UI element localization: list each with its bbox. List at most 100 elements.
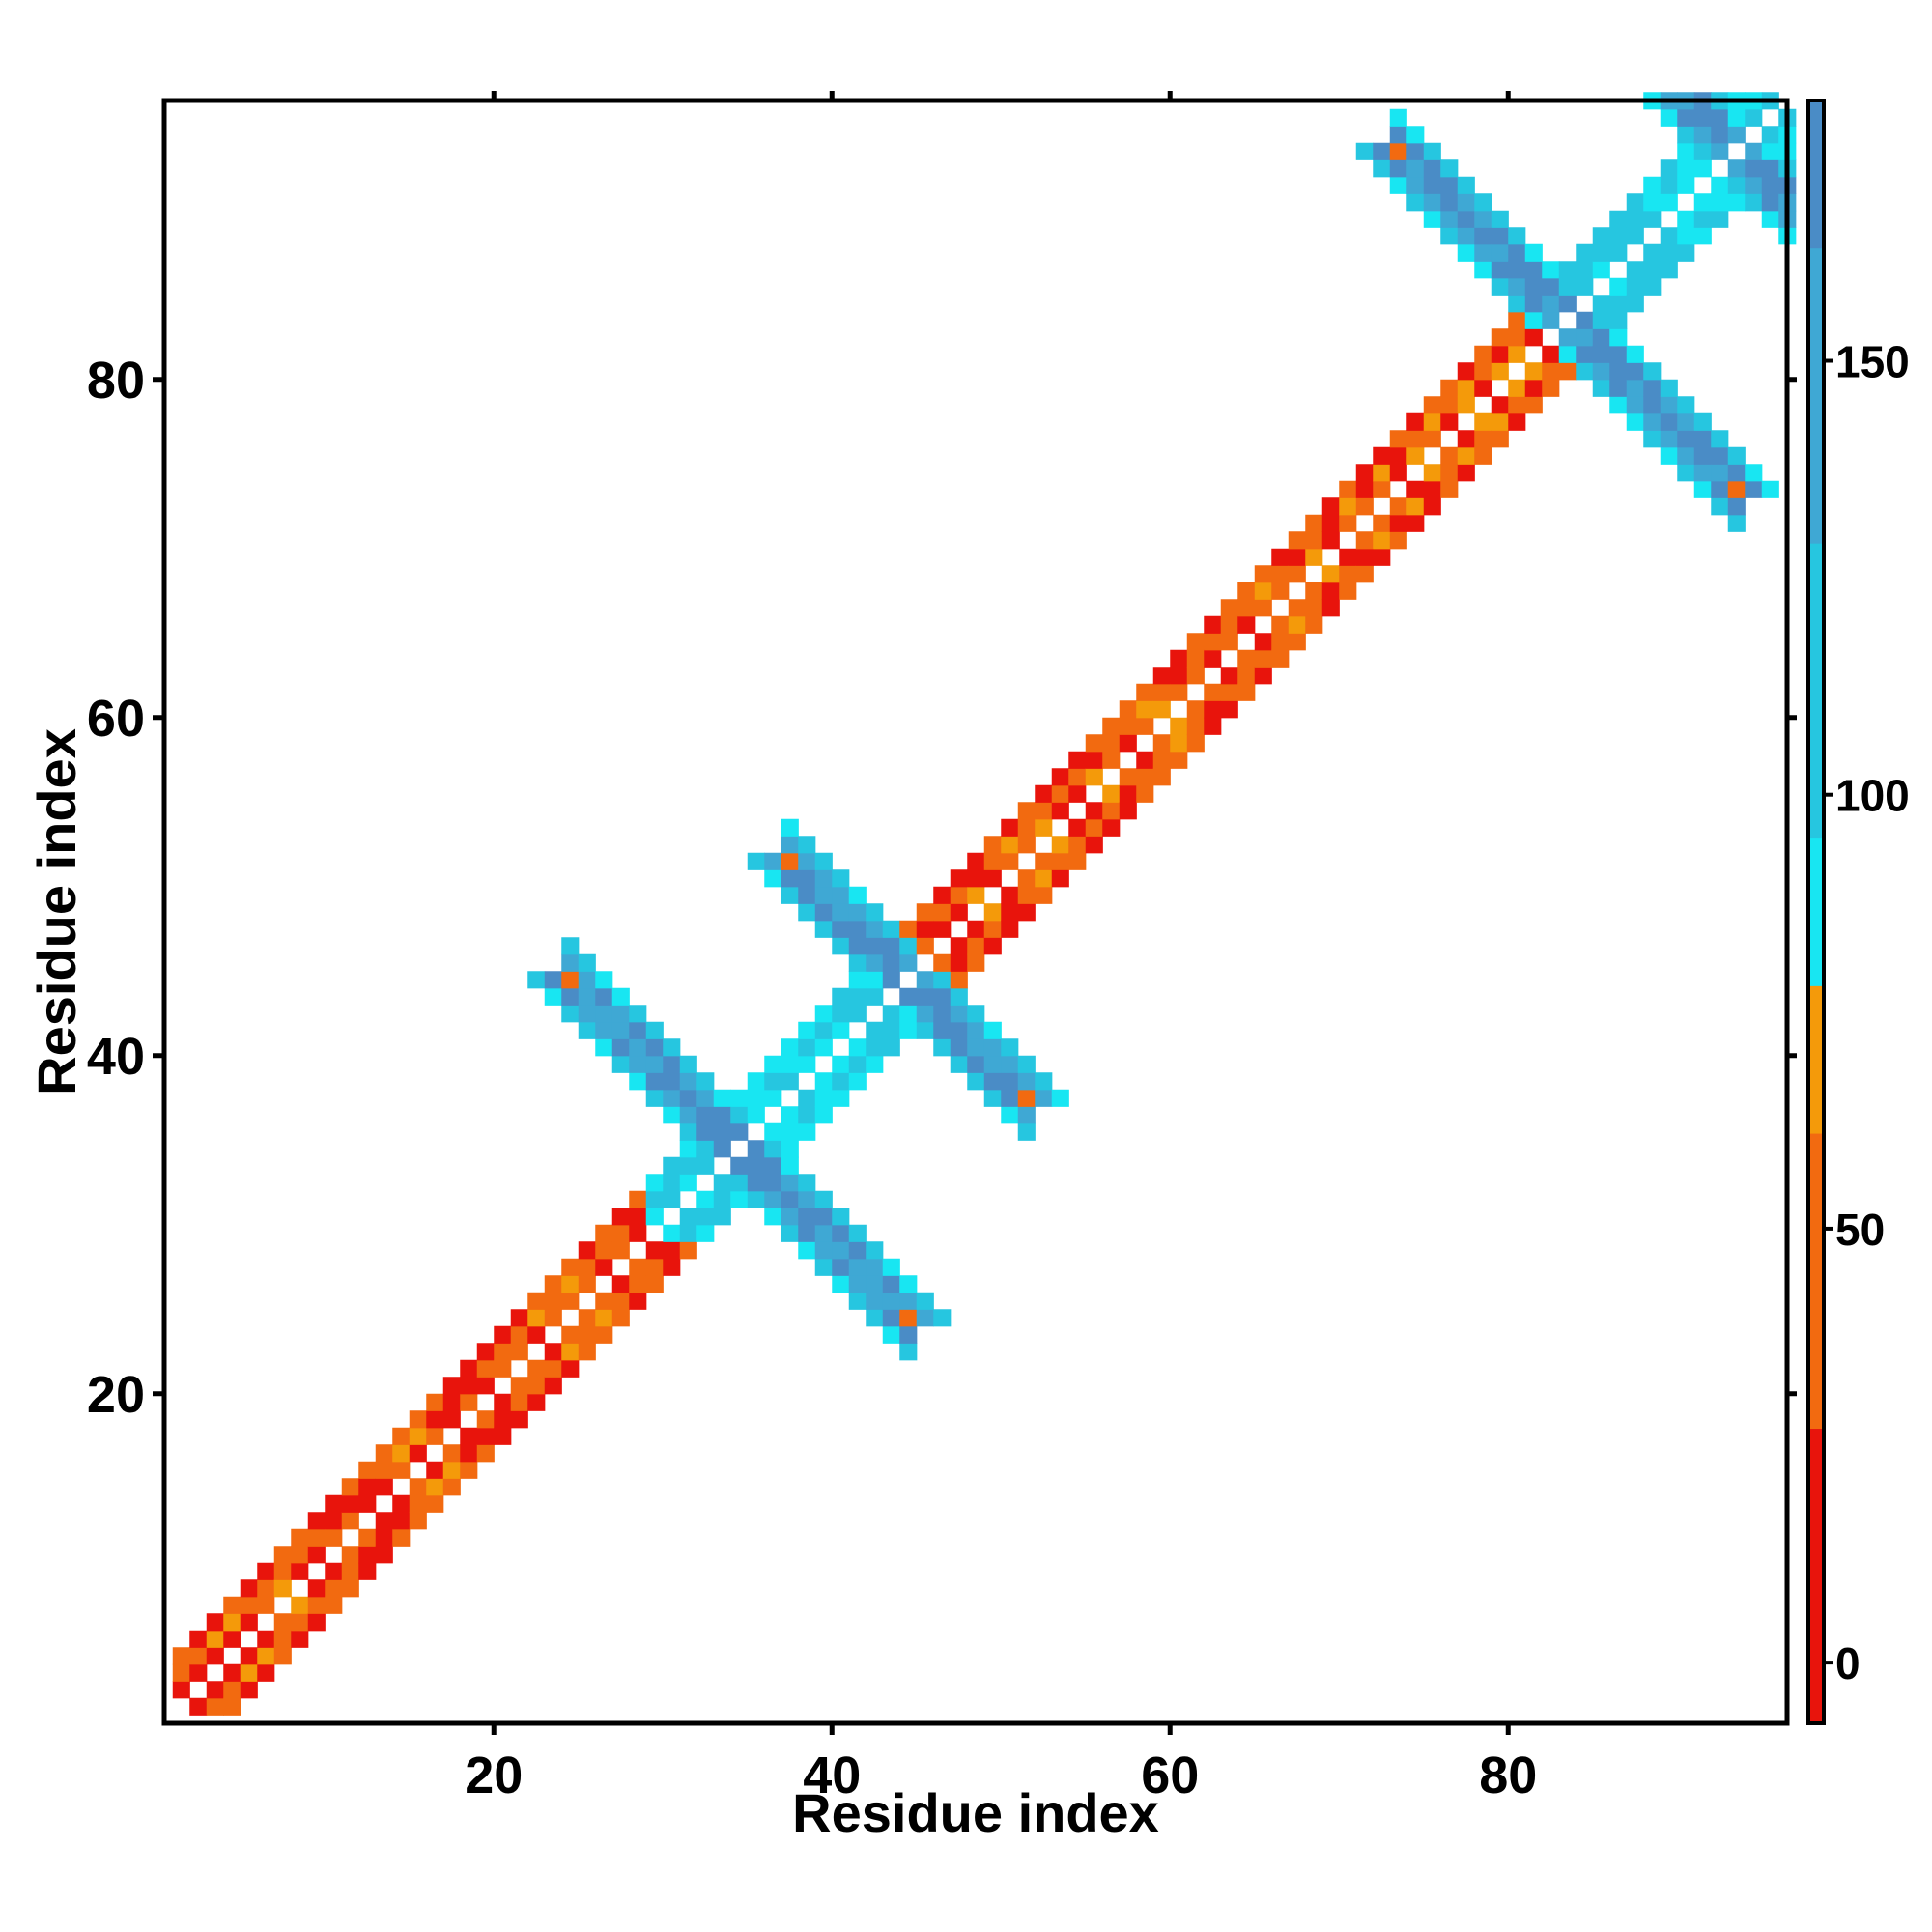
heatmap-cell bbox=[1035, 784, 1053, 803]
heatmap-cell bbox=[882, 920, 900, 938]
heatmap-cell bbox=[1321, 565, 1340, 583]
heatmap-cell bbox=[866, 1292, 884, 1310]
heatmap-cell bbox=[866, 1021, 884, 1039]
heatmap-cell bbox=[578, 1005, 596, 1023]
heatmap-cell bbox=[561, 971, 580, 989]
heatmap-cell bbox=[578, 1275, 596, 1293]
heatmap-cell bbox=[442, 1444, 461, 1463]
heatmap-cell bbox=[1017, 818, 1036, 837]
heatmap-cell bbox=[1727, 464, 1746, 482]
heatmap-cell bbox=[798, 1106, 816, 1124]
heatmap-cell bbox=[1389, 108, 1407, 127]
heatmap-cell bbox=[460, 1377, 478, 1395]
heatmap-cell bbox=[223, 1613, 242, 1632]
heatmap-cell bbox=[983, 836, 1002, 854]
colorbar-tick-label: 100 bbox=[1835, 771, 1910, 821]
heatmap-cell bbox=[1389, 531, 1407, 550]
heatmap-cell bbox=[189, 1697, 208, 1716]
heatmap-cell bbox=[696, 1072, 715, 1091]
heatmap-cell bbox=[189, 1630, 208, 1648]
heatmap-cell bbox=[950, 1055, 968, 1073]
heatmap-cell bbox=[460, 1393, 478, 1411]
heatmap-cell bbox=[341, 1494, 359, 1513]
heatmap-cell bbox=[460, 1444, 478, 1463]
heatmap-cell bbox=[1542, 379, 1560, 397]
heatmap-cell bbox=[814, 1005, 833, 1023]
heatmap-cell bbox=[629, 1055, 647, 1073]
heatmap-cell bbox=[1102, 818, 1121, 837]
colorbar-segment bbox=[1808, 247, 1824, 544]
heatmap-cell bbox=[1457, 430, 1475, 448]
heatmap-cell bbox=[409, 1427, 427, 1445]
heatmap-cell bbox=[1035, 1089, 1053, 1107]
heatmap-cell bbox=[1271, 548, 1290, 566]
heatmap-cell bbox=[544, 971, 562, 989]
heatmap-cell bbox=[882, 1258, 900, 1276]
heatmap-cell bbox=[950, 937, 968, 955]
y-tick-label: 80 bbox=[87, 352, 145, 410]
heatmap-cell bbox=[1288, 548, 1306, 566]
heatmap-cell bbox=[1119, 717, 1137, 735]
heatmap-cell bbox=[1288, 599, 1306, 617]
heatmap-cell bbox=[1305, 548, 1323, 566]
heatmap-cell bbox=[409, 1444, 427, 1463]
heatmap-cell bbox=[899, 1309, 918, 1327]
colorbar-frame bbox=[1806, 99, 1826, 1725]
heatmap-cell bbox=[1609, 227, 1628, 245]
heatmap-cell bbox=[1254, 599, 1272, 617]
heatmap-cell bbox=[1440, 446, 1459, 465]
heatmap-cell bbox=[1389, 126, 1407, 144]
heatmap-cell bbox=[1457, 227, 1475, 245]
heatmap-cell bbox=[781, 1055, 799, 1073]
heatmap-cell bbox=[595, 1309, 613, 1327]
heatmap-cell bbox=[1660, 176, 1678, 194]
heatmap-cell bbox=[1711, 480, 1729, 498]
heatmap-cell bbox=[1373, 446, 1391, 465]
heatmap-cell bbox=[1626, 362, 1644, 381]
heatmap-cell bbox=[257, 1562, 275, 1580]
heatmap-cell bbox=[1609, 277, 1628, 296]
heatmap-cell bbox=[1660, 261, 1678, 279]
heatmap-cell bbox=[1440, 379, 1459, 397]
heatmap-cell bbox=[747, 1072, 765, 1091]
heatmap-cell bbox=[273, 1647, 292, 1665]
heatmap-cell bbox=[1542, 345, 1560, 363]
heatmap-cell bbox=[1321, 497, 1340, 516]
heatmap-cell bbox=[916, 1005, 934, 1023]
heatmap-cell bbox=[1406, 446, 1425, 465]
heatmap-cell bbox=[1373, 548, 1391, 566]
heatmap-cell bbox=[679, 1174, 697, 1192]
heatmap-cell bbox=[1524, 277, 1543, 296]
heatmap-cell bbox=[426, 1393, 444, 1411]
heatmap-cell bbox=[1288, 531, 1306, 550]
heatmap-cell bbox=[341, 1562, 359, 1580]
heatmap-cell bbox=[1339, 497, 1357, 516]
heatmap-cell bbox=[933, 886, 952, 904]
heatmap-cell bbox=[1389, 142, 1407, 160]
heatmap-cell bbox=[510, 1393, 528, 1411]
heatmap-cell bbox=[663, 1241, 681, 1260]
heatmap-cell bbox=[983, 937, 1002, 955]
heatmap-cell bbox=[950, 1038, 968, 1057]
heatmap-cell bbox=[747, 852, 765, 870]
heatmap-cell bbox=[1474, 227, 1492, 245]
heatmap-cell bbox=[1186, 667, 1205, 685]
heatmap-cell bbox=[933, 1309, 952, 1327]
heatmap-cell bbox=[223, 1681, 242, 1699]
heatmap-cell bbox=[1406, 514, 1425, 532]
heatmap-cell bbox=[696, 1190, 715, 1208]
heatmap-cell bbox=[1136, 768, 1154, 786]
heatmap-cell bbox=[866, 1241, 884, 1260]
heatmap-cell bbox=[916, 1292, 934, 1310]
heatmap-cell bbox=[544, 987, 562, 1006]
heatmap-cell bbox=[730, 1156, 749, 1175]
heatmap-cell bbox=[645, 1241, 664, 1260]
heatmap-cell bbox=[1001, 886, 1019, 904]
heatmap-cell bbox=[1220, 683, 1238, 701]
heatmap-cell bbox=[494, 1393, 512, 1411]
heatmap-cell bbox=[595, 1241, 613, 1260]
y-axis-label: Residue index bbox=[26, 728, 87, 1095]
heatmap-cell bbox=[1457, 243, 1475, 262]
heatmap-cell bbox=[1491, 261, 1509, 279]
heatmap-cell bbox=[1660, 108, 1678, 127]
